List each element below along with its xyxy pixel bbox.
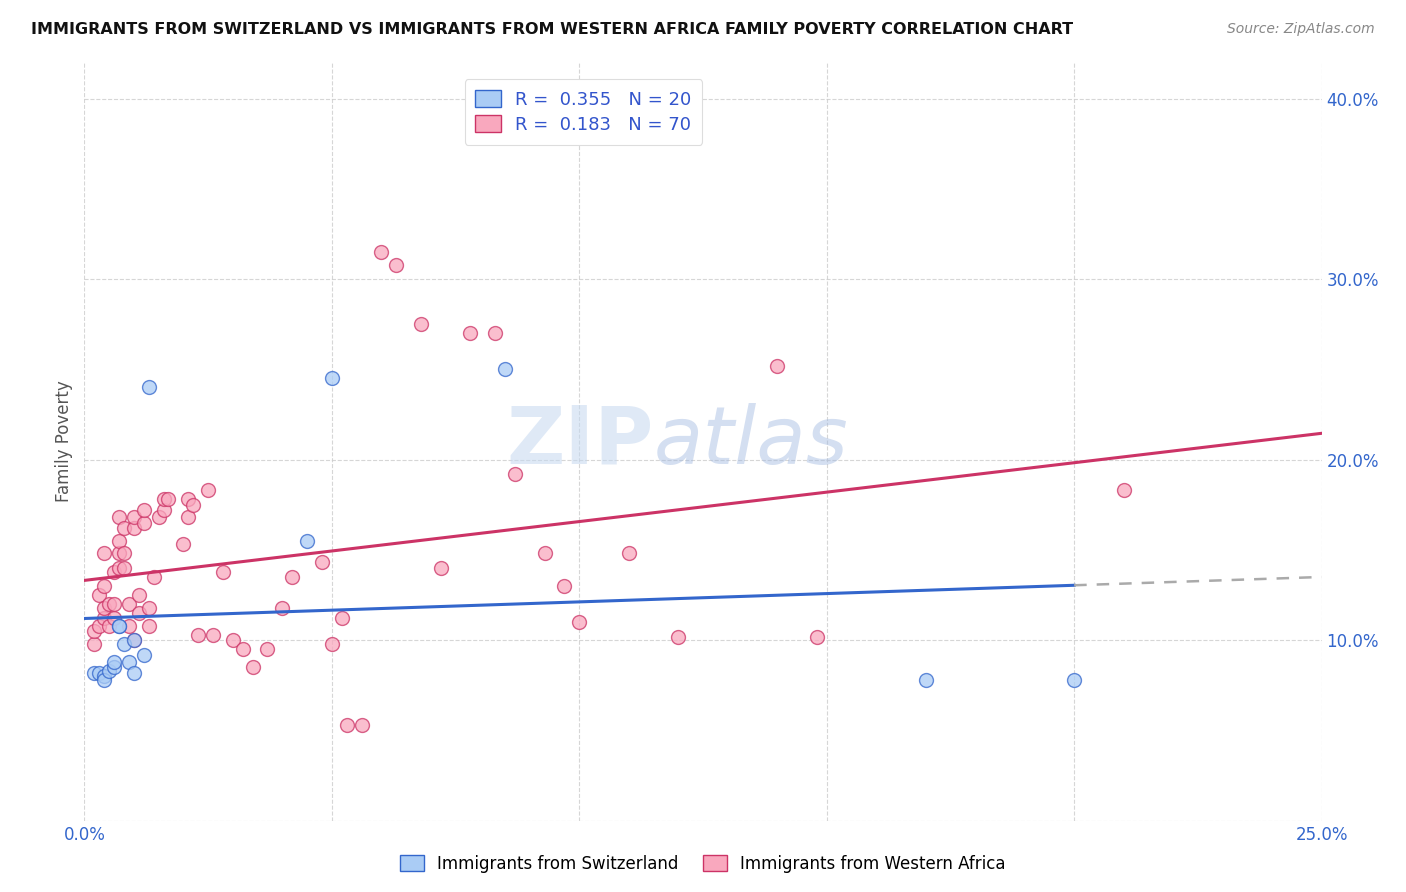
- Point: [187, 628, 209, 642]
- Point: [177, 510, 200, 524]
- Point: [152, 492, 174, 507]
- Point: [108, 533, 131, 548]
- Point: [494, 362, 516, 376]
- Point: [321, 371, 343, 385]
- Point: [666, 630, 689, 644]
- Point: [138, 600, 160, 615]
- Point: [83, 665, 105, 680]
- Point: [181, 498, 204, 512]
- Point: [108, 561, 131, 575]
- Point: [503, 467, 526, 481]
- Point: [108, 546, 131, 560]
- Point: [112, 561, 135, 575]
- Point: [122, 521, 145, 535]
- Point: [197, 483, 219, 498]
- Point: [148, 510, 170, 524]
- Point: [766, 359, 789, 373]
- Point: [108, 618, 131, 632]
- Point: [93, 673, 115, 687]
- Point: [103, 565, 125, 579]
- Point: [118, 618, 141, 632]
- Point: [321, 637, 343, 651]
- Point: [806, 630, 828, 644]
- Point: [533, 546, 555, 560]
- Point: [222, 633, 245, 648]
- Point: [83, 624, 105, 639]
- Point: [311, 556, 333, 570]
- Point: [89, 618, 111, 632]
- Point: [271, 600, 294, 615]
- Point: [132, 516, 155, 530]
- Point: [103, 655, 125, 669]
- Text: ZIP: ZIP: [506, 402, 654, 481]
- Point: [122, 633, 145, 648]
- Point: [138, 618, 160, 632]
- Point: [350, 718, 373, 732]
- Point: [177, 492, 200, 507]
- Text: atlas: atlas: [654, 402, 848, 481]
- Point: [172, 537, 194, 551]
- Point: [157, 492, 180, 507]
- Point: [83, 637, 105, 651]
- Point: [98, 664, 121, 678]
- Point: [202, 628, 225, 642]
- Point: [108, 618, 131, 632]
- Text: IMMIGRANTS FROM SWITZERLAND VS IMMIGRANTS FROM WESTERN AFRICA FAMILY POVERTY COR: IMMIGRANTS FROM SWITZERLAND VS IMMIGRANT…: [31, 22, 1073, 37]
- Point: [330, 611, 353, 625]
- Point: [232, 642, 254, 657]
- Point: [138, 380, 160, 394]
- Point: [122, 633, 145, 648]
- Point: [93, 546, 115, 560]
- Point: [89, 588, 111, 602]
- Point: [118, 597, 141, 611]
- Point: [122, 510, 145, 524]
- Point: [568, 615, 591, 629]
- Point: [118, 655, 141, 669]
- Point: [914, 673, 936, 687]
- Point: [93, 669, 115, 683]
- Point: [281, 570, 304, 584]
- Point: [385, 258, 408, 272]
- Point: [103, 611, 125, 625]
- Point: [409, 317, 432, 331]
- Point: [256, 642, 278, 657]
- Point: [429, 561, 451, 575]
- Point: [132, 648, 155, 662]
- Point: [336, 718, 359, 732]
- Y-axis label: Family Poverty: Family Poverty: [55, 381, 73, 502]
- Legend: R =  0.355   N = 20, R =  0.183   N = 70: R = 0.355 N = 20, R = 0.183 N = 70: [464, 79, 702, 145]
- Point: [1112, 483, 1135, 498]
- Point: [93, 600, 115, 615]
- Point: [103, 597, 125, 611]
- Point: [242, 660, 264, 674]
- Point: [112, 546, 135, 560]
- Point: [128, 606, 150, 620]
- Point: [98, 618, 121, 632]
- Point: [617, 546, 640, 560]
- Point: [93, 611, 115, 625]
- Point: [484, 326, 506, 341]
- Point: [460, 326, 482, 341]
- Point: [553, 579, 575, 593]
- Point: [370, 244, 392, 259]
- Text: Source: ZipAtlas.com: Source: ZipAtlas.com: [1227, 22, 1375, 37]
- Point: [98, 597, 121, 611]
- Point: [108, 510, 131, 524]
- Point: [128, 588, 150, 602]
- Point: [112, 637, 135, 651]
- Point: [89, 665, 111, 680]
- Point: [103, 660, 125, 674]
- Point: [152, 503, 174, 517]
- Point: [132, 503, 155, 517]
- Point: [142, 570, 165, 584]
- Point: [112, 521, 135, 535]
- Point: [122, 665, 145, 680]
- Point: [295, 533, 318, 548]
- Point: [1063, 673, 1085, 687]
- Point: [212, 565, 235, 579]
- Legend: Immigrants from Switzerland, Immigrants from Western Africa: Immigrants from Switzerland, Immigrants …: [394, 848, 1012, 880]
- Point: [93, 579, 115, 593]
